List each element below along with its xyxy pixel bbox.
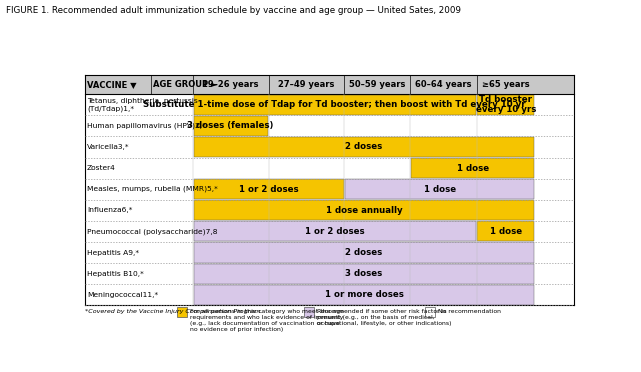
Bar [426, 307, 435, 317]
Text: *Covered by the Vaccine Injury Compensation Program.: *Covered by the Vaccine Injury Compensat… [85, 309, 262, 314]
Text: Varicella3,*: Varicella3,* [87, 144, 129, 150]
Text: 2 doses: 2 doses [345, 142, 383, 151]
Text: 1 or more doses: 1 or more doses [324, 290, 403, 299]
Text: 27–49 years: 27–49 years [278, 80, 335, 89]
Bar [85, 284, 193, 305]
Text: Substitute 1-time dose of Tdap for Td booster; then boost with Td every 10 yr: Substitute 1-time dose of Tdap for Td bo… [144, 100, 526, 109]
Text: FIGURE 1. Recommended adult immunization schedule by vaccine and age group — Uni: FIGURE 1. Recommended adult immunization… [6, 6, 462, 15]
Text: Hepatitis B10,*: Hepatitis B10,* [87, 271, 144, 277]
Text: ≥65 years: ≥65 years [482, 80, 529, 89]
Bar [85, 200, 193, 221]
Text: 1 or 2 doses: 1 or 2 doses [239, 185, 299, 194]
Text: 19–26 years: 19–26 years [203, 80, 259, 89]
Bar [85, 242, 193, 263]
Bar [194, 179, 344, 199]
Bar [85, 75, 574, 94]
Text: Pneumococcal (polysaccharide)7,8: Pneumococcal (polysaccharide)7,8 [87, 228, 217, 235]
Text: AGE GROUP ►: AGE GROUP ► [153, 80, 217, 89]
Bar [85, 263, 193, 284]
Bar [85, 137, 193, 157]
Text: Td booster
every 10 yrs: Td booster every 10 yrs [476, 95, 536, 115]
Bar [85, 94, 193, 115]
Bar [194, 137, 535, 157]
Bar [194, 200, 535, 220]
Bar [478, 221, 535, 241]
Bar [345, 179, 535, 199]
Text: 50–59 years: 50–59 years [349, 80, 406, 89]
Bar [85, 115, 193, 137]
Text: 1 dose: 1 dose [424, 185, 456, 194]
Bar [194, 264, 535, 284]
Text: Hepatitis A9,*: Hepatitis A9,* [87, 250, 139, 256]
Text: Human papillomavirus (HPV)2,*: Human papillomavirus (HPV)2,* [87, 123, 206, 129]
Text: Measles, mumps, rubella (MMR)5,*: Measles, mumps, rubella (MMR)5,* [87, 186, 218, 192]
Text: Meningococcal11,*: Meningococcal11,* [87, 292, 158, 298]
Bar [194, 243, 535, 263]
Bar [85, 221, 193, 242]
Text: 1 dose annually: 1 dose annually [326, 206, 403, 215]
Bar [177, 307, 187, 317]
Text: VACCINE ▼: VACCINE ▼ [87, 80, 136, 89]
Bar [478, 95, 535, 115]
Text: 60–64 years: 60–64 years [415, 80, 472, 89]
Text: No recommendation: No recommendation [438, 309, 501, 314]
Bar [194, 116, 268, 136]
Text: 3 doses: 3 doses [345, 269, 383, 278]
Bar [194, 285, 535, 305]
Bar [194, 95, 476, 115]
Text: Recommended if some other risk factor is
present (e.g., on the basis of medical,: Recommended if some other risk factor is… [317, 309, 451, 326]
Text: 3 doses (females): 3 doses (females) [187, 121, 274, 130]
Text: Zoster4: Zoster4 [87, 165, 116, 171]
Bar [269, 116, 535, 136]
Text: 1 dose: 1 dose [457, 164, 489, 173]
Text: Tetanus, diphtheria, pertussis
(Td/Tdap)1,*: Tetanus, diphtheria, pertussis (Td/Tdap)… [87, 98, 198, 112]
Bar [412, 158, 535, 178]
Bar [85, 157, 193, 179]
Text: Influenza6,*: Influenza6,* [87, 207, 133, 213]
Text: 2 doses: 2 doses [345, 248, 383, 257]
Text: 1 dose: 1 dose [490, 227, 522, 236]
Bar [194, 221, 476, 241]
Text: 1 or 2 doses: 1 or 2 doses [305, 227, 365, 236]
Text: For all persons in this category who meet the age
requirements and who lack evid: For all persons in this category who mee… [190, 309, 344, 332]
Bar [194, 158, 410, 178]
Bar [85, 179, 193, 200]
Bar [304, 307, 313, 317]
